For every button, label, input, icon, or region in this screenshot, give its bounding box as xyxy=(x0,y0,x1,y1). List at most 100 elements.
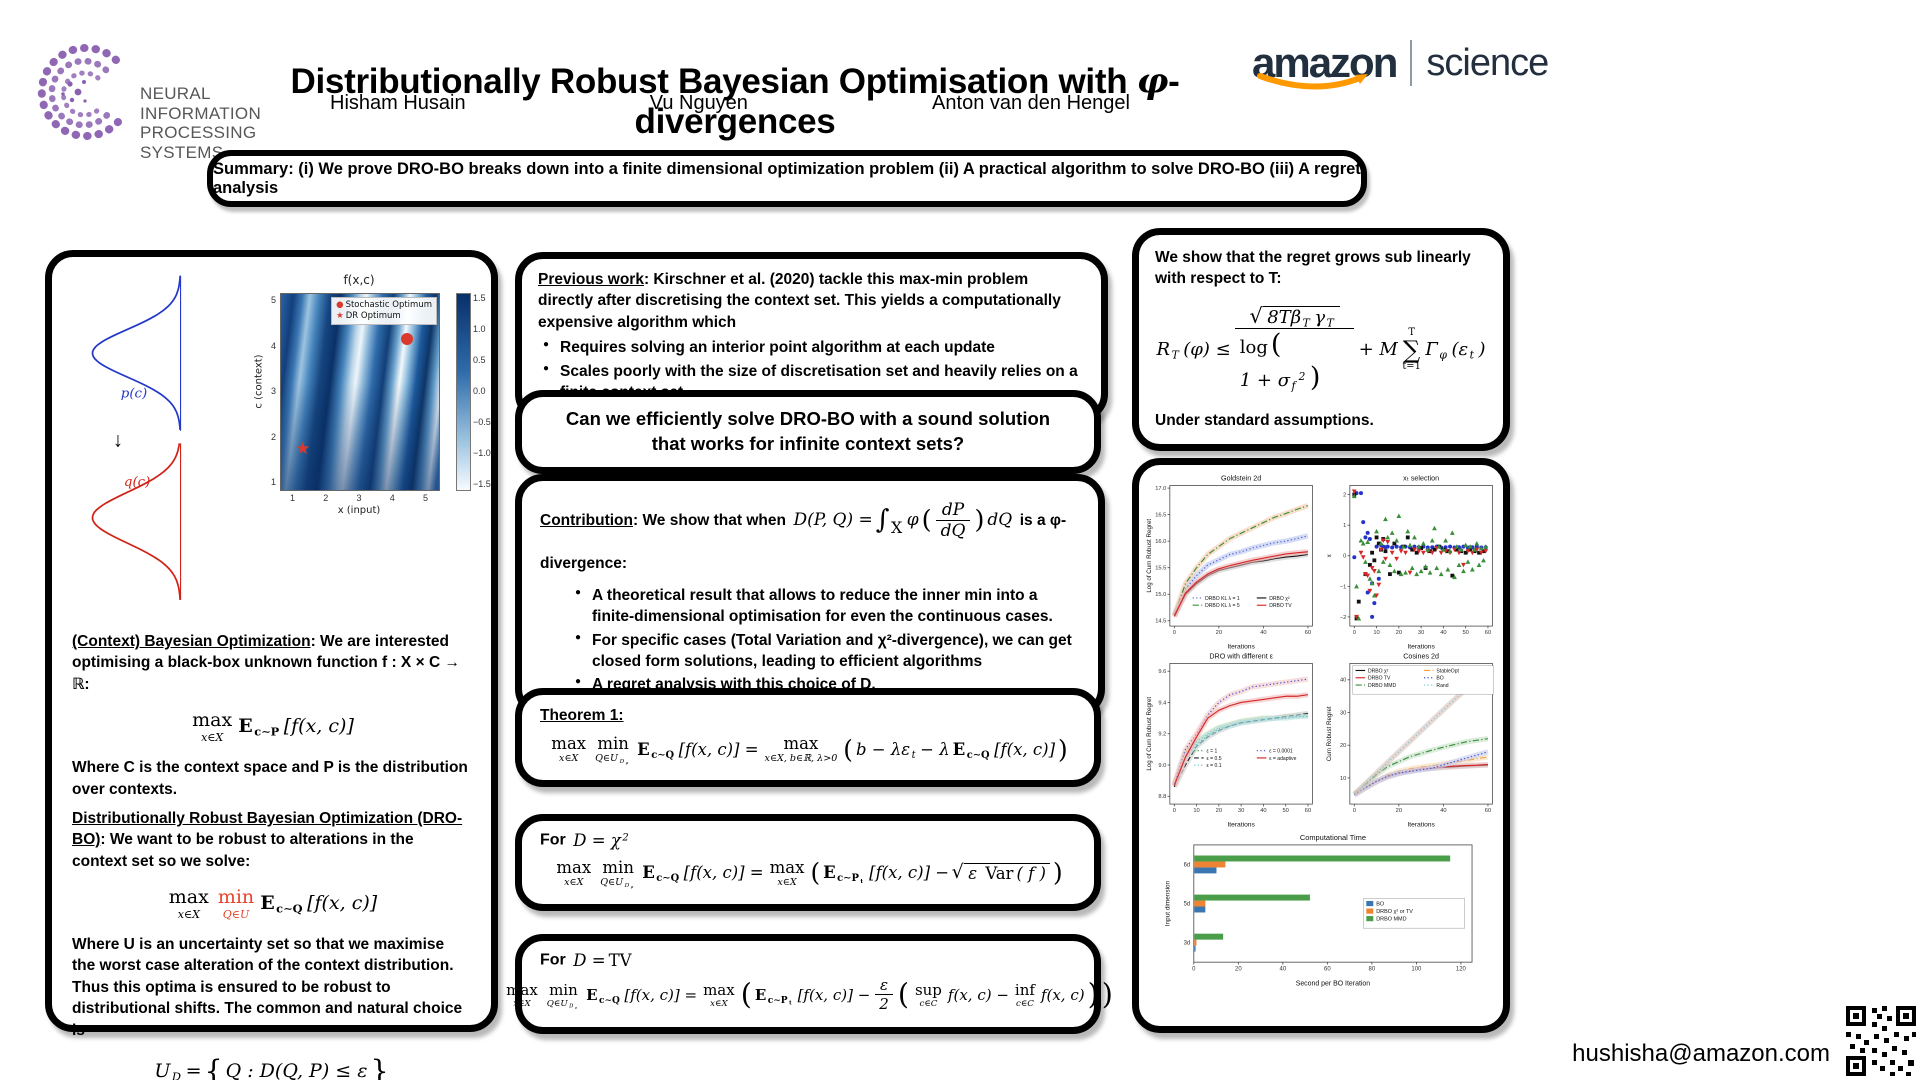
tick-label: 2 xyxy=(323,493,329,503)
logo-text-line: SYSTEMS xyxy=(140,142,224,162)
dro-paragraph: Distributionally Robust Bayesian Optimiz… xyxy=(72,808,471,872)
amazon-wordmark: amazon xyxy=(1252,39,1398,90)
svg-text:20: 20 xyxy=(1340,743,1346,749)
svg-text:30: 30 xyxy=(1418,630,1424,636)
svg-text:30: 30 xyxy=(1340,710,1346,716)
svg-text:50: 50 xyxy=(1462,630,1468,636)
question-text: Can we efficiently solve DRO-BO with a s… xyxy=(565,408,1051,454)
list-item: A theoretical result that allows to redu… xyxy=(575,585,1080,628)
svg-text:−1: −1 xyxy=(1340,584,1347,590)
svg-text:Iterations: Iterations xyxy=(1407,822,1435,829)
svg-text:−2: −2 xyxy=(1340,615,1347,621)
colorbar-ticks: 1.5 1.0 0.5 0.0 −0.5 −1.0 −1.5 xyxy=(473,293,491,489)
svg-text:0: 0 xyxy=(1173,630,1176,636)
previous-work-bullets: Requires solving an interior point algor… xyxy=(538,337,1085,403)
tick-label: 1.0 xyxy=(473,324,486,334)
svg-text:Log of Cum Robust Regret: Log of Cum Robust Regret xyxy=(1146,697,1153,771)
regret-assumptions-text: Under standard assumptions. xyxy=(1155,412,1374,430)
title-main: Distributionally Robust Bayesian Optimis… xyxy=(290,62,1137,102)
tick-label: −1.0 xyxy=(473,448,491,458)
intro-panel: p(c) ↓ q(c) f(x,c) c (context) 5 4 3 2 1… xyxy=(45,250,498,1080)
svg-text:DRBO KL λ = 1: DRBO KL λ = 1 xyxy=(1205,596,1240,602)
tv-heading-line: For D = TV xyxy=(540,951,1076,970)
amazon-smile-icon xyxy=(1257,73,1368,90)
svg-text:1: 1 xyxy=(1343,523,1346,529)
svg-text:DRBO TV: DRBO TV xyxy=(1368,676,1391,682)
svg-text:100: 100 xyxy=(1411,967,1422,973)
tick-label: 1.5 xyxy=(473,293,486,303)
legend-row: ● Stochastic Optimum xyxy=(336,300,432,311)
svg-text:9.2: 9.2 xyxy=(1158,732,1166,738)
svg-text:20: 20 xyxy=(1395,808,1401,814)
logo-divider xyxy=(1410,40,1413,86)
svg-text:120: 120 xyxy=(1456,967,1467,973)
svg-text:DRO with different ε: DRO with different ε xyxy=(1209,653,1273,661)
svg-text:Input dimension: Input dimension xyxy=(1164,880,1171,926)
svg-text:40: 40 xyxy=(1280,967,1287,973)
tick-label: 3 xyxy=(270,386,276,396)
svg-text:Cum Robust Regret: Cum Robust Regret xyxy=(1326,706,1333,761)
tick-label: 4 xyxy=(389,493,395,503)
neurips-logo: NEURAL INFORMATION PROCESSING SYSTEMS xyxy=(28,28,261,173)
heatmap-yticks: 5 4 3 2 1 xyxy=(262,293,276,489)
svg-text:16.0: 16.0 xyxy=(1155,539,1166,545)
svg-text:ε = 0.1: ε = 0.1 xyxy=(1207,763,1222,769)
svg-text:80: 80 xyxy=(1369,967,1376,973)
svg-text:0: 0 xyxy=(1343,554,1346,560)
svg-text:Second per BO Iteration: Second per BO Iteration xyxy=(1296,980,1371,987)
svg-text:DRBO MMD: DRBO MMD xyxy=(1376,917,1406,923)
heatmap-title: f(x,c) xyxy=(343,273,375,287)
legend-label: DR Optimum xyxy=(345,311,401,321)
svg-text:8.8: 8.8 xyxy=(1158,794,1166,800)
amazon-science-logo: amazon science xyxy=(1252,39,1549,90)
svg-text:60: 60 xyxy=(1485,808,1491,814)
body-text: : We show that when xyxy=(632,511,786,529)
svg-text:ε = 0.5: ε = 0.5 xyxy=(1207,756,1222,762)
tick-label: −1.5 xyxy=(473,479,491,489)
stochastic-optimum-marker xyxy=(401,333,414,346)
svg-text:ε = adaptive: ε = adaptive xyxy=(1269,756,1296,762)
tick-label: 0.5 xyxy=(473,355,486,365)
svg-text:5d: 5d xyxy=(1184,901,1191,907)
chart-dro-epsilon: DRO with different ε 0 10 20 30 40 50 60 Iterati… xyxy=(1146,653,1313,829)
dr-optimum-marker: ★ xyxy=(295,438,311,458)
svg-text:50: 50 xyxy=(1282,808,1288,814)
heatmap: ● Stochastic Optimum ★ DR Optimum ★ xyxy=(280,293,440,491)
chart-goldstein-2d: Goldstein 2d 0 20 40 60 Iterations 14.5 15.0 15.… xyxy=(1146,475,1313,651)
svg-text:Rand: Rand xyxy=(1436,683,1448,689)
svg-text:Log of Cum Robust Regret: Log of Cum Robust Regret xyxy=(1146,519,1153,593)
summary-text: Summary: (i) We prove DRO-BO breaks down… xyxy=(213,159,1361,197)
experiments-box: Goldstein 2d 0 20 40 60 Iterations 14.5 15.0 15.… xyxy=(1132,458,1510,1033)
logo-text-line: PROCESSING xyxy=(140,123,257,142)
svg-text:Iterations: Iterations xyxy=(1227,644,1255,651)
body-text: : We want to be robust to alterations in… xyxy=(72,831,414,870)
svg-text:20: 20 xyxy=(1395,630,1401,636)
svg-text:BO: BO xyxy=(1436,676,1443,682)
contribution-bullets: A theoretical result that allows to redu… xyxy=(570,585,1080,696)
body-text: : We are interested optimising a black-b… xyxy=(72,633,460,693)
section-heading: (Context) Bayesian Optimization xyxy=(72,633,311,650)
title-tail: -divergences xyxy=(634,62,1180,142)
uncertainty-set-formula: U D ={Q : D(Q, P) ≤ ε} xyxy=(154,1054,389,1080)
author-name: Vu Nguyen xyxy=(649,92,748,114)
svg-text:60: 60 xyxy=(1485,630,1491,636)
svg-text:Iterations: Iterations xyxy=(1407,644,1435,651)
svg-text:DRBO χ²: DRBO χ² xyxy=(1269,596,1290,602)
svg-text:16.5: 16.5 xyxy=(1155,513,1166,519)
svg-text:ε = 0.0001: ε = 0.0001 xyxy=(1269,749,1293,755)
body-text: : Kirschner et al. (2020) tackle this ma… xyxy=(538,271,1061,331)
tick-label: 1 xyxy=(290,493,296,503)
svg-text:9.0: 9.0 xyxy=(1158,763,1166,769)
amazon-brand-text: amazon xyxy=(1252,39,1398,86)
svg-text:17.0: 17.0 xyxy=(1155,486,1166,492)
author-name: Hisham Husain xyxy=(330,92,466,114)
tick-label: 5 xyxy=(422,493,428,503)
svg-text:10: 10 xyxy=(1340,776,1346,782)
